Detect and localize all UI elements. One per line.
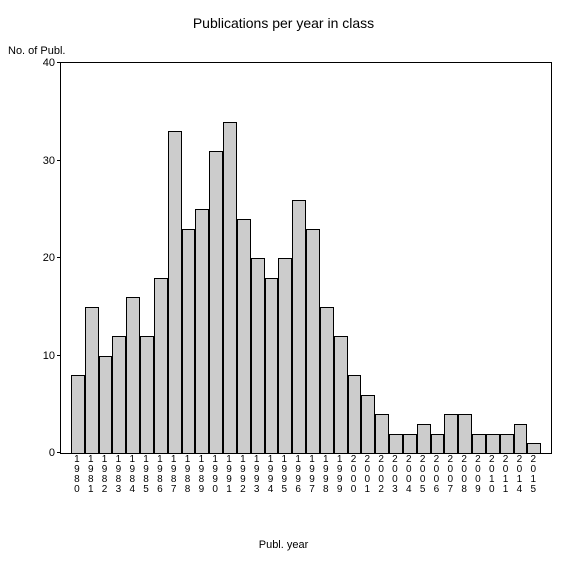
bar <box>251 258 265 453</box>
y-tick-mark <box>57 452 61 453</box>
bar <box>375 414 389 453</box>
y-tick-label: 30 <box>43 155 61 167</box>
x-tick-label: 1986 <box>153 455 167 495</box>
y-tick-label: 0 <box>49 447 61 459</box>
bar <box>431 434 445 454</box>
bar <box>320 307 334 453</box>
x-tick-label: 2002 <box>374 455 388 495</box>
bar <box>527 443 541 453</box>
bar <box>278 258 292 453</box>
x-tick-label: 1997 <box>305 455 319 495</box>
y-tick-mark <box>57 355 61 356</box>
y-tick-label: 40 <box>43 57 61 69</box>
x-tick-label: 1984 <box>125 455 139 495</box>
x-tick-label: 2004 <box>402 455 416 495</box>
x-tick-label: 2003 <box>388 455 402 495</box>
bar <box>223 122 237 454</box>
bar <box>458 414 472 453</box>
chart-container: Publications per year in class No. of Pu… <box>0 0 567 567</box>
bar <box>514 424 528 453</box>
x-tick-label: 2001 <box>360 455 374 495</box>
bar <box>112 336 126 453</box>
bar <box>403 434 417 454</box>
bar <box>140 336 154 453</box>
bar <box>486 434 500 454</box>
x-tick-row: 1980198119821983198419851986198719881989… <box>70 455 540 495</box>
x-tick-label: 2010 <box>485 455 499 495</box>
x-tick-label: 1988 <box>181 455 195 495</box>
x-tick-label: 1995 <box>277 455 291 495</box>
bar <box>361 395 375 454</box>
bar <box>126 297 140 453</box>
bar <box>209 151 223 453</box>
x-tick-label: 2014 <box>513 455 527 495</box>
bar <box>500 434 514 454</box>
x-tick-label: 1993 <box>250 455 264 495</box>
x-axis-label: Publ. year <box>0 539 567 551</box>
bar <box>389 434 403 454</box>
bar <box>154 278 168 454</box>
bar <box>348 375 362 453</box>
y-tick-mark <box>57 160 61 161</box>
x-tick-label: 1992 <box>236 455 250 495</box>
x-tick-label: 1996 <box>291 455 305 495</box>
x-tick-label: 1985 <box>139 455 153 495</box>
x-tick-label: 1999 <box>333 455 347 495</box>
x-tick-label: 1987 <box>167 455 181 495</box>
bars-group <box>71 63 541 453</box>
y-tick-label: 20 <box>43 252 61 264</box>
x-tick-label: 1982 <box>98 455 112 495</box>
bar <box>237 219 251 453</box>
x-tick-label: 2008 <box>457 455 471 495</box>
bar <box>444 414 458 453</box>
bar <box>85 307 99 453</box>
x-tick-label: 1980 <box>70 455 84 495</box>
x-tick-label: 2009 <box>471 455 485 495</box>
x-tick-label: 1998 <box>319 455 333 495</box>
x-tick-label: 1981 <box>84 455 98 495</box>
x-tick-label: 1983 <box>111 455 125 495</box>
bar <box>182 229 196 453</box>
x-tick-label: 2005 <box>416 455 430 495</box>
chart-title: Publications per year in class <box>0 15 567 31</box>
y-tick-mark <box>57 62 61 63</box>
x-tick-label: 1994 <box>264 455 278 495</box>
x-tick-label: 1990 <box>208 455 222 495</box>
bar <box>99 356 113 454</box>
plot-area: 010203040 <box>60 62 552 454</box>
bar <box>195 209 209 453</box>
y-tick-mark <box>57 257 61 258</box>
x-tick-label: 2000 <box>347 455 361 495</box>
bar <box>306 229 320 453</box>
x-tick-label: 2015 <box>526 455 540 495</box>
bar <box>168 131 182 453</box>
x-tick-label: 2007 <box>443 455 457 495</box>
y-tick-label: 10 <box>43 350 61 362</box>
x-tick-label: 1989 <box>194 455 208 495</box>
bar <box>265 278 279 454</box>
bar <box>334 336 348 453</box>
bar <box>472 434 486 454</box>
x-tick-label: 2011 <box>499 455 513 495</box>
x-tick-label: 2006 <box>430 455 444 495</box>
y-axis-label: No. of Publ. <box>8 45 65 57</box>
bar <box>71 375 85 453</box>
bar <box>417 424 431 453</box>
x-tick-label: 1991 <box>222 455 236 495</box>
bar <box>292 200 306 454</box>
